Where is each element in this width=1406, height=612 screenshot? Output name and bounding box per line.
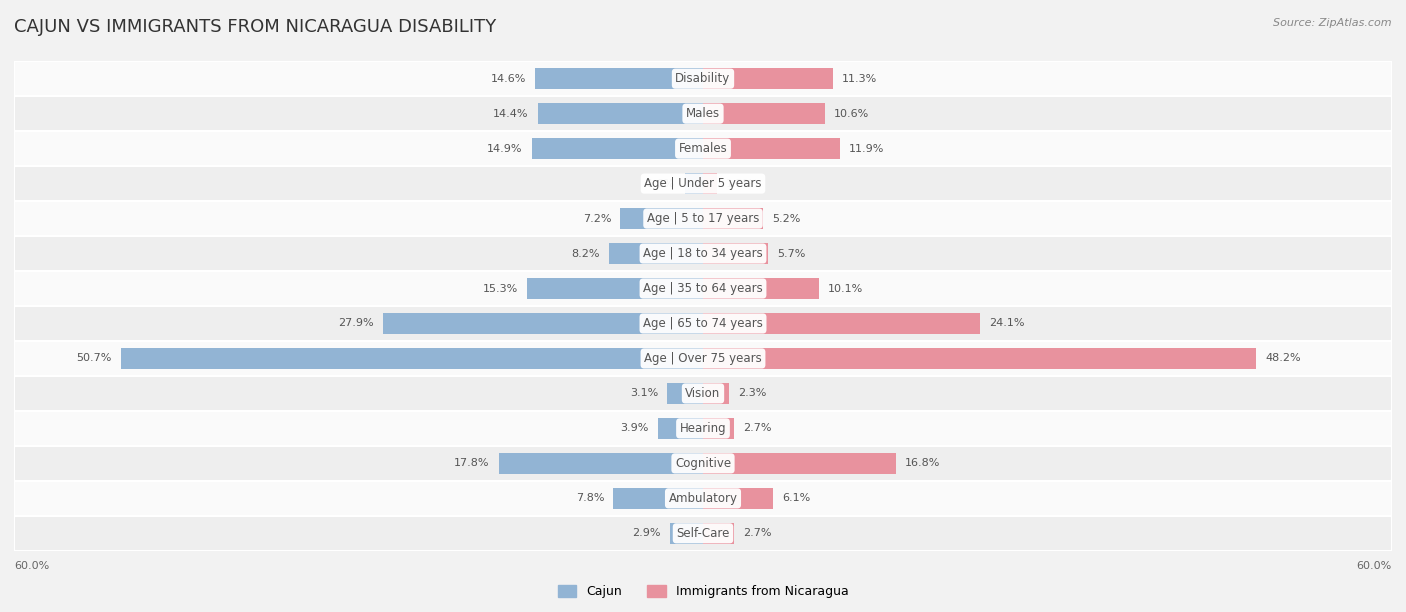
- Bar: [703, 523, 734, 544]
- Bar: [14, 166, 1392, 201]
- Text: 3.9%: 3.9%: [620, 424, 650, 433]
- Text: 2.9%: 2.9%: [633, 528, 661, 539]
- Text: Females: Females: [679, 142, 727, 155]
- Text: Source: ZipAtlas.com: Source: ZipAtlas.com: [1274, 18, 1392, 28]
- Text: Disability: Disability: [675, 72, 731, 85]
- Text: CAJUN VS IMMIGRANTS FROM NICARAGUA DISABILITY: CAJUN VS IMMIGRANTS FROM NICARAGUA DISAB…: [14, 18, 496, 36]
- Text: Self-Care: Self-Care: [676, 527, 730, 540]
- Bar: [668, 383, 703, 404]
- Text: Age | 35 to 64 years: Age | 35 to 64 years: [643, 282, 763, 295]
- Text: 8.2%: 8.2%: [571, 248, 599, 258]
- Bar: [703, 103, 825, 124]
- Text: 17.8%: 17.8%: [454, 458, 489, 468]
- Bar: [703, 488, 773, 509]
- Bar: [527, 278, 703, 299]
- Bar: [14, 446, 1392, 481]
- Text: 15.3%: 15.3%: [482, 283, 519, 294]
- Text: Age | 65 to 74 years: Age | 65 to 74 years: [643, 317, 763, 330]
- Bar: [14, 516, 1392, 551]
- Bar: [536, 68, 703, 89]
- Text: 10.1%: 10.1%: [828, 283, 863, 294]
- Bar: [531, 138, 703, 159]
- Bar: [14, 376, 1392, 411]
- Text: 27.9%: 27.9%: [337, 318, 374, 329]
- Text: 60.0%: 60.0%: [1357, 561, 1392, 570]
- Bar: [14, 61, 1392, 96]
- Text: 14.9%: 14.9%: [488, 144, 523, 154]
- Bar: [499, 453, 703, 474]
- Text: Age | 18 to 34 years: Age | 18 to 34 years: [643, 247, 763, 260]
- Bar: [658, 418, 703, 439]
- Text: 2.3%: 2.3%: [738, 389, 766, 398]
- Text: Vision: Vision: [685, 387, 721, 400]
- Text: 50.7%: 50.7%: [76, 354, 111, 364]
- Text: 48.2%: 48.2%: [1265, 354, 1302, 364]
- Text: 5.7%: 5.7%: [778, 248, 806, 258]
- Bar: [703, 278, 818, 299]
- Bar: [14, 306, 1392, 341]
- Bar: [14, 131, 1392, 166]
- Bar: [613, 488, 703, 509]
- Bar: [685, 173, 703, 194]
- Legend: Cajun, Immigrants from Nicaragua: Cajun, Immigrants from Nicaragua: [553, 580, 853, 603]
- Text: 2.7%: 2.7%: [744, 424, 772, 433]
- Text: Cognitive: Cognitive: [675, 457, 731, 470]
- Text: 16.8%: 16.8%: [905, 458, 941, 468]
- Bar: [609, 243, 703, 264]
- Text: Males: Males: [686, 107, 720, 120]
- Bar: [703, 453, 896, 474]
- Text: 14.6%: 14.6%: [491, 73, 526, 84]
- Bar: [703, 243, 769, 264]
- Bar: [703, 138, 839, 159]
- Bar: [703, 173, 717, 194]
- Text: 10.6%: 10.6%: [834, 109, 869, 119]
- Bar: [14, 411, 1392, 446]
- Text: 24.1%: 24.1%: [988, 318, 1025, 329]
- Text: 1.6%: 1.6%: [647, 179, 675, 188]
- Text: 11.3%: 11.3%: [842, 73, 877, 84]
- Bar: [703, 313, 980, 334]
- Bar: [14, 96, 1392, 131]
- Bar: [703, 348, 1257, 369]
- Bar: [703, 418, 734, 439]
- Bar: [537, 103, 703, 124]
- Bar: [703, 383, 730, 404]
- Bar: [703, 68, 832, 89]
- Bar: [703, 208, 762, 229]
- Text: Hearing: Hearing: [679, 422, 727, 435]
- Text: 3.1%: 3.1%: [630, 389, 658, 398]
- Bar: [14, 481, 1392, 516]
- Text: 6.1%: 6.1%: [782, 493, 810, 503]
- Text: 14.4%: 14.4%: [494, 109, 529, 119]
- Bar: [669, 523, 703, 544]
- Text: 5.2%: 5.2%: [772, 214, 800, 223]
- Bar: [14, 236, 1392, 271]
- Bar: [121, 348, 703, 369]
- Text: 60.0%: 60.0%: [14, 561, 49, 570]
- Bar: [382, 313, 703, 334]
- Text: 7.8%: 7.8%: [575, 493, 605, 503]
- Text: Age | Over 75 years: Age | Over 75 years: [644, 352, 762, 365]
- Text: 1.2%: 1.2%: [725, 179, 755, 188]
- Bar: [14, 271, 1392, 306]
- Text: 2.7%: 2.7%: [744, 528, 772, 539]
- Text: Age | Under 5 years: Age | Under 5 years: [644, 177, 762, 190]
- Text: 7.2%: 7.2%: [582, 214, 612, 223]
- Text: Ambulatory: Ambulatory: [668, 492, 738, 505]
- Text: Age | 5 to 17 years: Age | 5 to 17 years: [647, 212, 759, 225]
- Bar: [620, 208, 703, 229]
- Text: 11.9%: 11.9%: [849, 144, 884, 154]
- Bar: [14, 341, 1392, 376]
- Bar: [14, 201, 1392, 236]
